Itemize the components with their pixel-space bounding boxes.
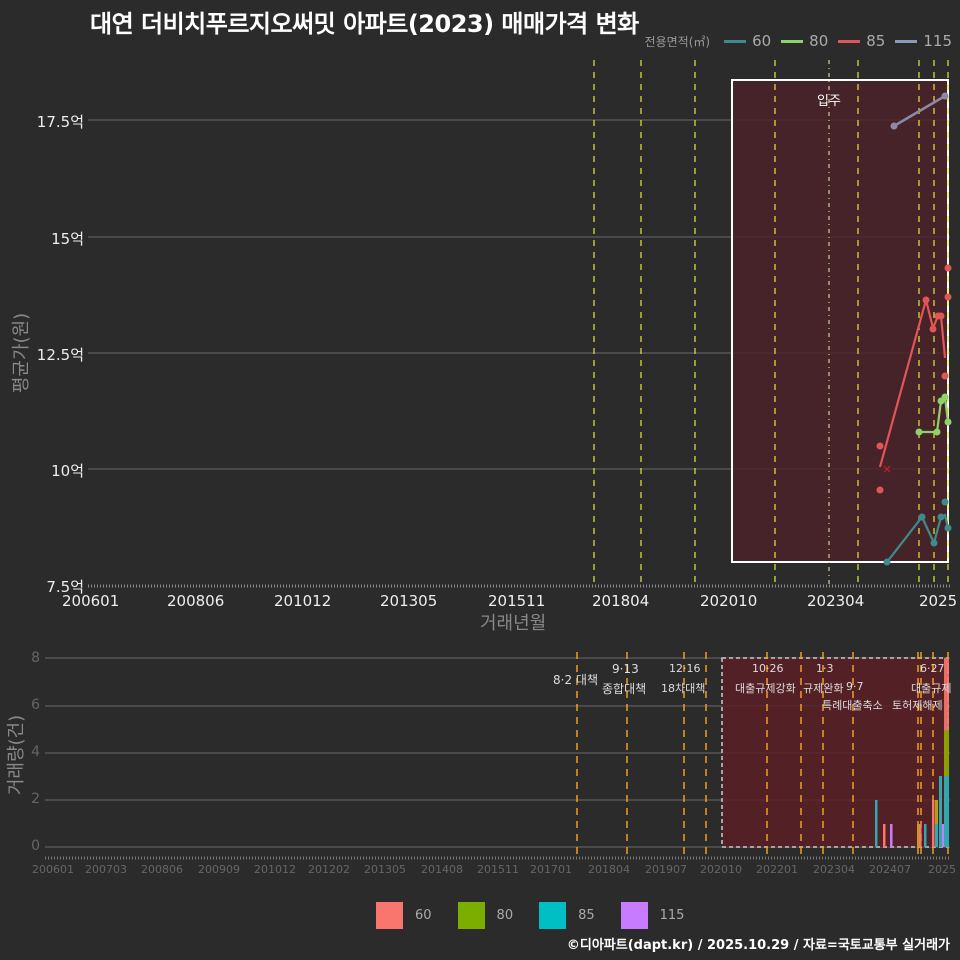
legend-title: 전용면적(㎡) [644, 34, 711, 49]
legend-bottom: 60 80 85 115 [376, 902, 710, 929]
price-chart: × [88, 60, 952, 588]
price-y-axis-label: 평균가(원) [11, 312, 32, 394]
fill-swatch-icon [620, 902, 648, 929]
fill-swatch-icon [539, 902, 567, 929]
line-swatch-icon [838, 39, 861, 43]
source-footer: ©디아파트(dapt.kr) / 2025.10.29 / 자료=국토교통부 실… [566, 938, 950, 953]
price-x-axis-label: 거래년월 [480, 613, 547, 634]
legend-item-85: 85 [838, 32, 885, 50]
y-tick: 7.5억 [46, 578, 84, 596]
y-tick: 10억 [51, 462, 84, 480]
legend-item-60: 60 [724, 32, 771, 50]
chart-title: 대연 더비치푸르지오써밋 아파트(2023) 매매가격 변화 [90, 10, 639, 38]
volume-y-axis: 8 6 4 2 0 [31, 650, 40, 854]
line-swatch-icon [895, 39, 918, 43]
volume-x-axis: 200601 200703 200806 200909 201012 20120… [32, 863, 956, 876]
legend-label: 85 [578, 908, 595, 923]
legend-label: 115 [659, 908, 685, 923]
legend-top: 전용면적(㎡) 60 80 85 115 [645, 32, 952, 50]
move-in-box-volume [721, 657, 949, 848]
line-swatch-icon [724, 39, 747, 43]
price-y-axis: 17.5억 15억 12.5억 10억 7.5억 [0, 0, 90, 600]
fill-swatch-icon [457, 902, 485, 929]
volume-chart [45, 652, 950, 860]
y-tick: 15억 [51, 230, 84, 248]
price-x-axis: 200601 200806 201012 201305 201511 20180… [62, 592, 958, 610]
volume-y-axis-label: 거래량(건) [6, 714, 27, 796]
legend-label: 60 [415, 908, 432, 923]
legend-item-115: 115 [895, 32, 952, 50]
line-swatch-icon [781, 39, 804, 43]
legend-item-80: 80 [781, 32, 828, 50]
move-in-label: 입주 [817, 94, 841, 109]
y-tick: 17.5억 [36, 113, 84, 131]
y-tick: 12.5억 [36, 346, 84, 364]
legend-label: 80 [496, 908, 514, 923]
move-in-box [731, 79, 949, 563]
fill-swatch-icon [376, 902, 403, 929]
cancelled-mark-icon: × [882, 462, 892, 476]
